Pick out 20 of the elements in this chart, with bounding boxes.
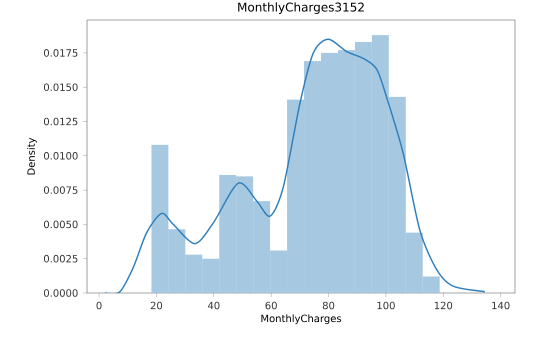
x-tick-label: 100 — [377, 302, 395, 310]
y-tick-label: 0.0025 — [44, 254, 78, 262]
y-tick-label: 0.0175 — [44, 49, 78, 57]
x-tick-label: 20 — [150, 302, 162, 310]
x-tick-label: 140 — [492, 302, 510, 310]
x-tick-label: 80 — [322, 302, 334, 310]
x-axis-title: MonthlyCharges — [261, 314, 342, 324]
y-tick-label: 0.0125 — [44, 118, 78, 126]
x-tick-label: 120 — [434, 302, 452, 310]
x-tick-label: 0 — [96, 302, 102, 310]
y-tick-label: 0.0100 — [44, 152, 78, 160]
line-series — [104, 38, 486, 293]
y-tick-label: 0.0000 — [44, 289, 78, 297]
chart-title: MonthlyCharges3152 — [238, 2, 364, 14]
x-tick-label: 40 — [208, 302, 220, 310]
x-tick-label: 60 — [266, 302, 277, 310]
y-tick-label: 0.0050 — [44, 220, 78, 228]
y-tick-label: 0.0075 — [44, 186, 78, 194]
y-axis-title: Density — [27, 138, 37, 175]
y-tick-label: 0.0150 — [44, 83, 78, 92]
